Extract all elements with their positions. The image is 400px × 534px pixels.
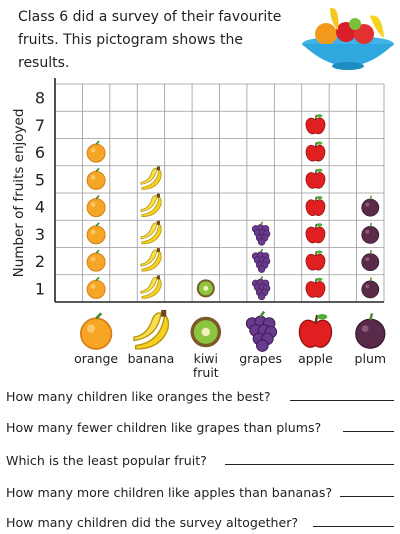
orange-icon xyxy=(86,195,106,218)
banana-icon xyxy=(140,275,162,299)
answer-line-3[interactable] xyxy=(225,464,394,465)
chart-grid xyxy=(55,83,385,302)
orange-icon xyxy=(86,140,106,163)
orange-icon xyxy=(86,276,106,299)
y-axis-label: Number of fruits enjoyed xyxy=(11,109,27,278)
y-tick-label: 4 xyxy=(35,198,45,217)
banana-icon xyxy=(140,193,162,218)
question-4: How many more children like apples than … xyxy=(6,485,333,500)
y-tick-label: 2 xyxy=(35,252,45,271)
apple-icon xyxy=(305,277,326,298)
intro-line-1: Class 6 did a survey of their favourite xyxy=(18,9,282,25)
category-label: orange xyxy=(74,351,118,366)
answer-line-4[interactable] xyxy=(340,496,394,497)
banana-icon xyxy=(133,309,170,350)
question-5: How many children did the survey altoget… xyxy=(6,515,299,530)
question-2: How many fewer children like grapes than… xyxy=(6,420,322,435)
grapes-icon xyxy=(251,221,271,246)
fruit-bowl-image xyxy=(302,7,394,70)
plum-icon xyxy=(361,249,380,272)
y-tick-label: 5 xyxy=(35,170,45,189)
grapes-icon xyxy=(251,275,271,301)
orange-icon xyxy=(86,249,106,272)
plum-icon xyxy=(361,277,380,299)
category-label: apple xyxy=(298,351,333,366)
answer-line-2[interactable] xyxy=(343,431,394,432)
grapes-icon xyxy=(251,248,271,273)
orange-icon xyxy=(79,312,113,350)
y-tick-label: 6 xyxy=(35,143,45,162)
apple-icon xyxy=(305,223,326,244)
question-3: Which is the least popular fruit? xyxy=(6,453,207,468)
y-tick-label: 3 xyxy=(35,225,45,244)
category-label: plum xyxy=(355,351,387,366)
apple-icon xyxy=(305,250,326,271)
question-1: How many children like oranges the best? xyxy=(6,389,271,404)
kiwi-icon xyxy=(196,279,215,298)
banana-icon xyxy=(140,166,162,190)
category-label-line2: fruit xyxy=(193,365,219,380)
pictogram-chart: 1 2 3 4 5 6 7 8 Number of fruits enjoyed orange ba… xyxy=(11,78,387,380)
y-tick-label: 1 xyxy=(35,279,45,298)
apple-icon xyxy=(305,168,326,189)
banana-icon xyxy=(140,248,162,272)
apple-icon xyxy=(305,141,326,162)
category-label: banana xyxy=(128,351,175,366)
apple-icon xyxy=(298,313,333,348)
banana-icon xyxy=(140,220,162,245)
answer-line-5[interactable] xyxy=(313,526,394,527)
plum-icon xyxy=(361,222,380,244)
apple-icon xyxy=(305,196,326,216)
plum-icon xyxy=(361,195,380,217)
apple-icon xyxy=(305,114,326,135)
category-label: kiwi xyxy=(194,351,218,366)
category-label: grapes xyxy=(239,351,282,366)
orange-icon xyxy=(86,222,106,245)
y-tick-label: 7 xyxy=(35,116,45,135)
intro-line-2: fruits. This pictogram shows the results… xyxy=(18,32,243,71)
y-tick-label: 8 xyxy=(35,89,45,108)
answer-line-1[interactable] xyxy=(290,400,394,401)
intro-text: Class 6 did a survey of their favourite … xyxy=(18,6,298,75)
grapes-icon xyxy=(245,310,278,352)
orange-icon xyxy=(86,167,106,190)
kiwi-icon xyxy=(190,316,222,348)
plum-icon xyxy=(355,313,386,349)
